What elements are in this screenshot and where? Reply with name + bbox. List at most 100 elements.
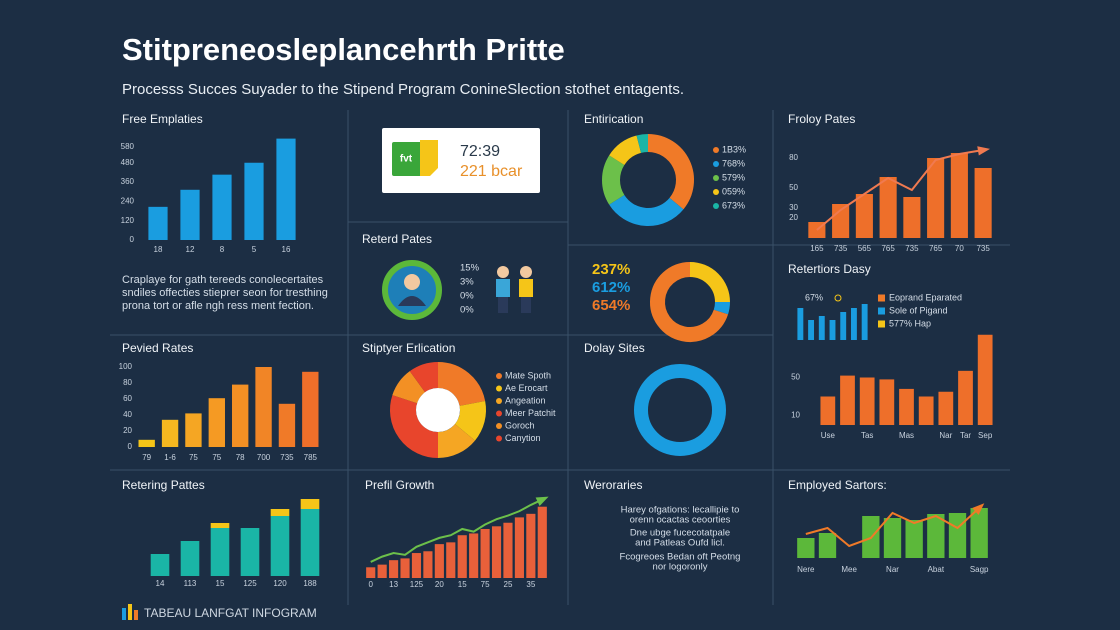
bar: [208, 398, 225, 447]
x-tick-label: 12: [186, 245, 195, 254]
legend-dot: [496, 398, 502, 404]
x-tick-label: 5: [252, 245, 257, 254]
donut-segment: [392, 371, 426, 404]
bar: [400, 558, 410, 578]
legend-label: 579%: [722, 172, 745, 182]
legend-label: 1B3%: [722, 144, 746, 154]
note-line: sndiles offecties stieprer seon for tres…: [122, 287, 328, 299]
legend-label: Mate Spoth: [505, 370, 551, 380]
stat: 0%: [460, 291, 474, 302]
x-tick-label: 785: [304, 453, 318, 462]
bar-segment: [270, 509, 290, 516]
x-tick-label: 18: [154, 245, 163, 254]
page-title: Stitpreneosleplancehrth Pritte: [122, 32, 565, 67]
x-tick-label: 735: [834, 244, 848, 253]
donut-segment: [634, 364, 726, 456]
x-tick-label: 125: [410, 580, 424, 589]
bar-segment: [150, 554, 170, 576]
legend-dot: [496, 435, 502, 442]
bar: [276, 138, 296, 240]
legend-label: Sole of Pigand: [889, 305, 948, 315]
y-tick-label: 50: [789, 183, 798, 192]
bar: [903, 197, 921, 238]
bar: [161, 419, 179, 447]
panel-title: Employed Sartors:: [788, 478, 887, 492]
bar: [938, 391, 954, 425]
panel-title: Free Emplaties: [122, 112, 203, 126]
bar: [927, 158, 945, 238]
x-tick-label: 735: [280, 453, 294, 462]
bar: [366, 567, 376, 578]
big-label: 654%: [592, 297, 630, 314]
bar: [526, 513, 536, 578]
x-tick-label: 735: [976, 244, 990, 253]
x-tick-label: 1-6: [164, 453, 176, 462]
bar: [148, 206, 168, 240]
footer: TABEAU LANFGAT INFOGRAM: [144, 606, 317, 620]
legend-label: 673%: [722, 200, 745, 210]
legend-label: Canytion: [505, 433, 541, 443]
badge: fvt 72:39 221 bcar: [382, 128, 540, 193]
y-tick-label: 0: [128, 442, 133, 451]
y-tick-label: 480: [121, 158, 135, 167]
donut-segment: [636, 134, 649, 153]
bar: [185, 413, 202, 447]
bar: [446, 542, 456, 578]
trend-arrow: [972, 503, 985, 515]
donut-segment: [650, 262, 729, 342]
donut-segment: [647, 134, 694, 210]
donut-segment: [609, 135, 642, 166]
bar-segment: [240, 528, 260, 576]
panel-title: Entirication: [584, 112, 643, 126]
x-tick-label: 75: [189, 453, 198, 462]
x-tick-label: Nere: [797, 565, 815, 574]
note-line: Fcogreoes Bedan oft Peotng: [620, 552, 741, 563]
legend-label: Goroch: [505, 420, 535, 430]
stat: 15%: [460, 263, 480, 274]
legend-label: 577% Hap: [889, 318, 931, 328]
bar-segment: [210, 528, 230, 576]
donut-segment: [609, 194, 684, 226]
panel-title: Stiptyer Erlication: [362, 341, 455, 355]
trend-arrow: [977, 146, 991, 156]
legend-label: Meer Patchit: [505, 408, 556, 418]
donut-segment: [713, 301, 730, 315]
x-tick-label: Nar: [886, 565, 899, 574]
x-tick-label: 78: [236, 453, 245, 462]
bar: [480, 528, 490, 578]
legend-dot: [713, 147, 719, 153]
bar: [958, 370, 973, 425]
bar: [818, 316, 825, 340]
x-tick-label: 35: [526, 580, 535, 589]
donut-segment: [437, 423, 475, 458]
bar: [503, 522, 513, 578]
bar: [883, 518, 902, 558]
bar: [855, 194, 873, 238]
bar: [377, 564, 387, 578]
bar: [840, 375, 855, 425]
trend-line: [370, 498, 543, 563]
x-tick-label: Sagp: [970, 565, 989, 574]
legend-swatch: [878, 294, 885, 302]
bar: [859, 377, 875, 425]
x-tick-label: 75: [212, 453, 221, 462]
bar: [974, 168, 992, 238]
bar: [950, 153, 968, 238]
bar: [411, 553, 422, 578]
panel-title: Retertiors Dasy: [788, 262, 871, 276]
y-tick-label: 50: [791, 373, 800, 382]
note-line: nor logoronly: [653, 562, 708, 573]
bar: [918, 396, 934, 425]
bar: [244, 162, 264, 240]
x-tick-label: 165: [810, 244, 824, 253]
bar: [232, 384, 249, 447]
bar: [797, 538, 815, 558]
page-subtitle: Processs Succes Suyader to the Stipend P…: [122, 81, 684, 98]
legend-dot: [713, 189, 719, 195]
y-tick-label: 10: [791, 411, 800, 420]
donut-segment: [689, 262, 730, 303]
x-tick-label: 79: [142, 453, 151, 462]
bar: [879, 177, 897, 238]
y-tick-label: 0: [130, 235, 135, 244]
bar: [457, 535, 467, 578]
